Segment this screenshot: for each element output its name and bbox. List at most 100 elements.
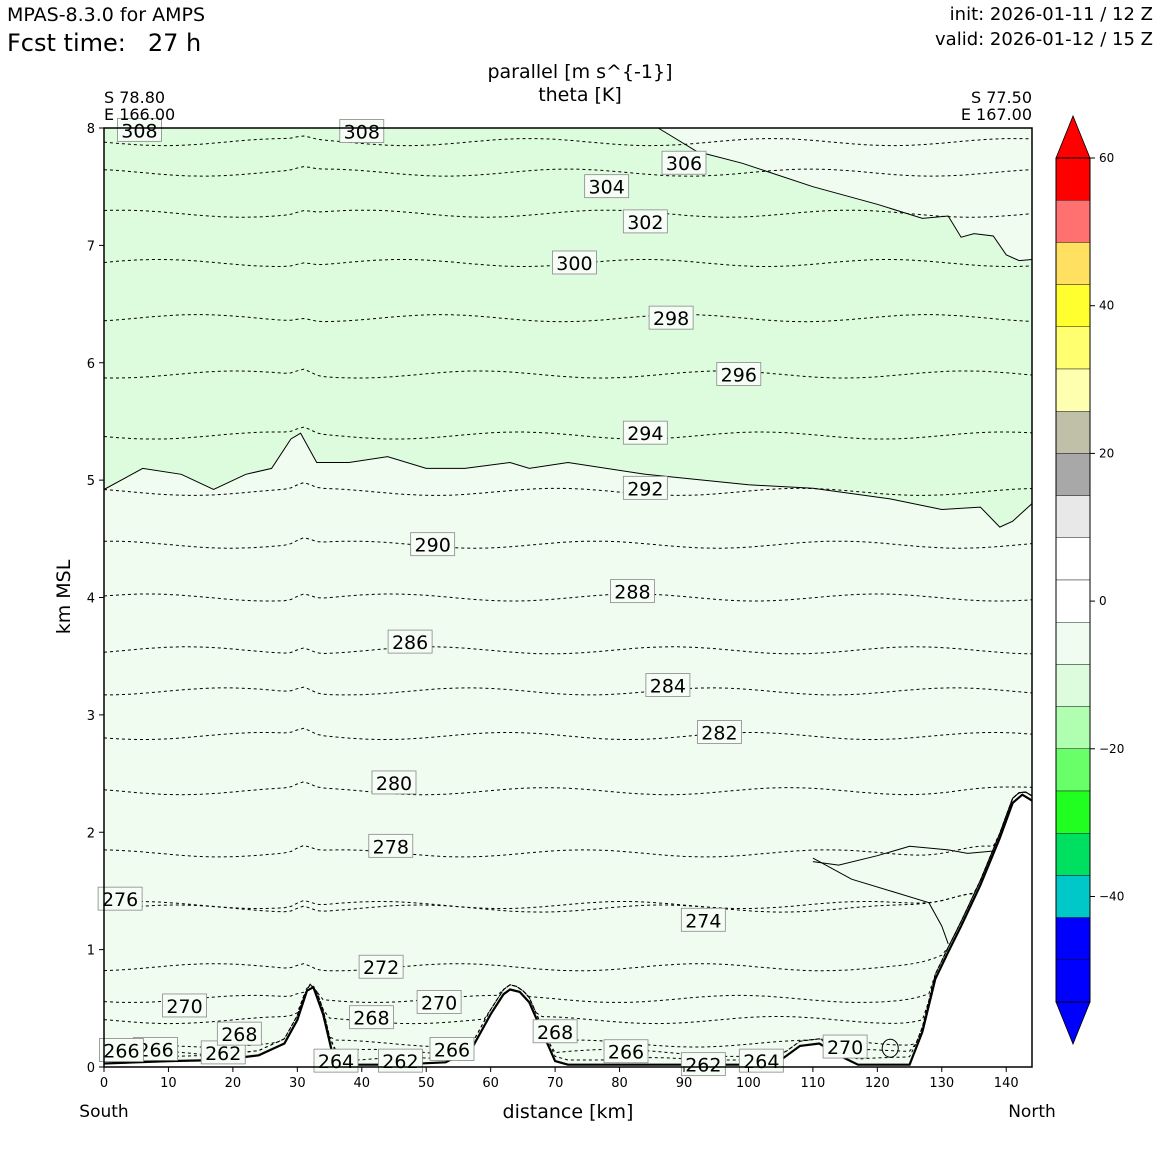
- theta-label-280: 280: [371, 770, 417, 795]
- y-tick-label-6: 6: [87, 357, 95, 372]
- terrain: [103, 793, 1033, 1067]
- colorbar-tick-label-5: −40: [1099, 890, 1124, 904]
- theta-label-286-text: 286: [392, 632, 428, 654]
- x-tick-label-140: 140: [994, 1076, 1019, 1091]
- theta-label-extra-5-box: [603, 1039, 649, 1064]
- theta-label-276-text: 276: [102, 889, 138, 911]
- theta-label-extra-3: 266: [429, 1036, 475, 1061]
- plot-background: [104, 128, 1032, 1067]
- y-tick-label-5: 5: [87, 474, 95, 489]
- theta-contour-302: [104, 209, 1032, 218]
- colorbar-segment-17: [1055, 875, 1091, 918]
- theta-label-extra-0-text: 268: [353, 1008, 389, 1030]
- theta-label-308-box: [339, 119, 385, 143]
- theta-label-290: 290: [410, 532, 456, 557]
- colorbar-segment-9: [1055, 537, 1091, 581]
- colorbar-segment-7: [1055, 453, 1091, 496]
- theta-label-300-box: [552, 250, 597, 275]
- theta-label-278-text: 278: [373, 836, 409, 858]
- forecast-time-value: 27 h: [147, 29, 202, 57]
- y-tick-label-7: 7: [87, 239, 95, 254]
- theta-label-268-box: [216, 1021, 262, 1046]
- theta-label-edge-1-box: [99, 1038, 144, 1062]
- terrain-fill: [104, 794, 1032, 1067]
- theta-label-294: 294: [622, 420, 668, 445]
- y-tick-label-1: 1: [87, 944, 95, 959]
- theta-label-extra-0: 268: [349, 1005, 394, 1030]
- theta-contours: [104, 128, 1032, 1061]
- theta-label-extra-2-box: [532, 1019, 578, 1044]
- theta-label-302-text: 302: [627, 212, 663, 234]
- theta-label-262-text: 262: [205, 1043, 241, 1065]
- theta-label-270: 270: [162, 993, 207, 1018]
- theta-label-304: 304: [584, 174, 630, 199]
- theta-label-extra-1-text: 270: [421, 992, 457, 1014]
- theta-contour-288: [104, 593, 1032, 602]
- colorbar-bottom-arrow: [1055, 1001, 1091, 1046]
- theta-label-270-text: 270: [166, 996, 202, 1018]
- forecast-time: Fcst time: 27 h: [7, 29, 201, 57]
- theta-label-edge-0-text: 308: [121, 120, 157, 142]
- terrain-outline: [103, 793, 1033, 1066]
- theta-label-272-box: [358, 954, 404, 979]
- theta-label-284: 284: [645, 673, 691, 698]
- theta-label-282-text: 282: [701, 722, 737, 744]
- y-tick-label-0: 0: [87, 1061, 95, 1076]
- theta-contour-282: [104, 727, 1032, 740]
- x-axis-label: distance [km]: [503, 1101, 634, 1123]
- north-label: North: [1008, 1102, 1056, 1122]
- theta-label-276-box: [97, 886, 143, 911]
- colorbar-tick-label-1: 40: [1099, 299, 1114, 313]
- theta-label-298-box: [648, 305, 694, 330]
- theta-label-308: 308: [339, 119, 385, 144]
- theta-contour-276: [104, 791, 1032, 909]
- theta-label-296-text: 296: [721, 364, 757, 386]
- theta-label-274-text: 274: [685, 910, 721, 932]
- x-tick-label-40: 40: [354, 1076, 371, 1091]
- theta-label-edge-0: 308: [117, 117, 162, 142]
- theta-label-274-box: [680, 907, 726, 932]
- colorbar-segment-0: [1055, 157, 1091, 201]
- colorbar-segment-3: [1055, 284, 1091, 328]
- colorbar-segment-4: [1055, 326, 1091, 370]
- x-tick-label-110: 110: [800, 1076, 825, 1091]
- theta-contour-268: [104, 791, 1032, 1025]
- theta-label-306: 306: [661, 150, 707, 175]
- theta-label-284-text: 284: [650, 676, 686, 698]
- colorbar-segment-16: [1055, 833, 1091, 876]
- velocity-contour-lower-2: [812, 857, 949, 944]
- theta-contour-294: [104, 426, 1032, 440]
- colorbar-segment-6: [1055, 411, 1091, 454]
- theta-label-294-text: 294: [627, 423, 663, 445]
- theta-label-286: 286: [387, 629, 433, 654]
- theta-label-edge-1: 266: [99, 1038, 144, 1063]
- theta-label-extra-8-box: [822, 1034, 868, 1059]
- theta-label-extra-8-text: 270: [827, 1037, 863, 1059]
- theta-label-298: 298: [648, 305, 694, 330]
- theta-label-edge-0-box: [117, 117, 162, 142]
- y-tick-label-2: 2: [87, 826, 95, 841]
- x-tick-label-0: 0: [100, 1076, 108, 1091]
- theta-label-extra-0-box: [349, 1005, 394, 1030]
- theta-contour-266: [104, 791, 1032, 1048]
- theta-contour-274: [104, 791, 1032, 913]
- theta-label-292-text: 292: [627, 478, 663, 500]
- theta-label-272-text: 272: [363, 957, 399, 979]
- theta-label-276: 276: [97, 886, 143, 911]
- theta-label-272: 272: [358, 954, 404, 979]
- theta-label-292: 292: [622, 475, 668, 500]
- x-tick-label-120: 120: [865, 1076, 890, 1091]
- y-tick-label-3: 3: [87, 709, 95, 724]
- colorbar-tick-label-0: 60: [1099, 151, 1114, 165]
- theta-label-288-text: 288: [614, 582, 650, 604]
- colorbar-segment-8: [1055, 495, 1091, 539]
- model-title: MPAS-8.3.0 for AMPS: [7, 4, 206, 26]
- x-tick-label-50: 50: [418, 1076, 435, 1091]
- theta-label-290-box: [410, 532, 456, 557]
- theta-label-extra-2: 268: [532, 1019, 578, 1044]
- theta-label-268-text: 268: [221, 1024, 257, 1046]
- theta-label-extra-4: 262: [378, 1048, 423, 1073]
- theta-label-270-box: [162, 993, 207, 1018]
- theta-contour-300: [104, 259, 1032, 268]
